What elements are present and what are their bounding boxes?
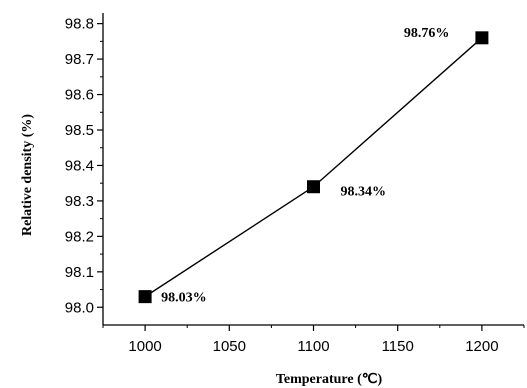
y-tick-label: 98.0 (65, 299, 94, 316)
plot-area: 98.0 98.1 98.2 98.3 98.4 98.5 98.6 98.7 98.8 100… (65, 13, 525, 355)
y-tick-label: 98.2 (65, 228, 94, 245)
x-tick-label: 1000 (128, 338, 161, 355)
x-ticks: 1000 1050 1100 1150 1200 (102, 325, 525, 355)
data-point (475, 31, 489, 45)
y-tick-label: 98.3 (65, 193, 94, 210)
y-tick-label: 98.4 (65, 157, 94, 174)
x-tick-label: 1050 (213, 338, 246, 355)
y-tick-label: 98.5 (65, 122, 94, 139)
y-tick-label: 98.8 (65, 16, 94, 33)
y-ticks: 98.0 98.1 98.2 98.3 98.4 98.5 98.6 98.7 98.8 (65, 16, 103, 316)
data-label: 98.03% (161, 291, 207, 306)
series: 98.03% 98.34% 98.76% (138, 26, 489, 306)
y-tick-label: 98.6 (65, 87, 94, 104)
data-point (138, 290, 152, 304)
data-label: 98.76% (404, 26, 450, 41)
y-tick-label: 98.7 (65, 51, 94, 68)
x-tick-label: 1100 (297, 338, 329, 355)
y-axis-title: Relative density (%) (20, 114, 35, 236)
x-tick-label: 1150 (382, 338, 414, 355)
x-axis-title: Temperature (℃) (276, 372, 383, 387)
y-tick-label: 98.1 (65, 264, 94, 281)
data-point (307, 180, 320, 194)
data-label: 98.34% (341, 185, 387, 200)
series-line (144, 37, 483, 298)
x-tick-label: 1200 (465, 338, 498, 355)
